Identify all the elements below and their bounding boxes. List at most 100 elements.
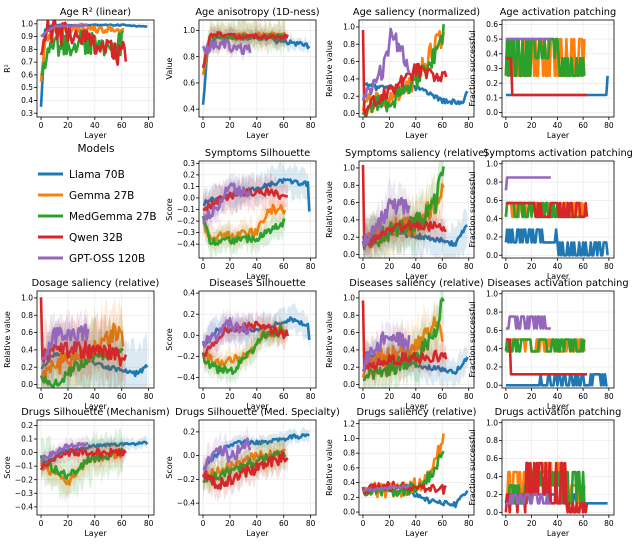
y-tick-label: 0.9 xyxy=(21,32,33,41)
x-tick-label: 40 xyxy=(252,121,262,130)
y-tick-label: −0.1 xyxy=(177,205,195,214)
y-tick-label: 0.4 xyxy=(21,345,33,354)
x-tick-label: 80 xyxy=(306,262,316,271)
series-line-llama-70b xyxy=(505,373,608,387)
series-line-gpt-oss-120b xyxy=(201,317,252,348)
subplot-title: Symptoms Silhouette xyxy=(205,148,310,159)
x-tick-label: 0 xyxy=(503,519,508,528)
x-axis-label: Layer xyxy=(84,529,107,538)
series-line-qwen-32b xyxy=(201,320,290,358)
y-tick-label: −0.2 xyxy=(177,217,195,226)
subplot-title: Dosage saliency (relative) xyxy=(32,278,160,289)
confidence-band-gpt-oss-120b xyxy=(41,434,89,469)
y-tick-label: 0.8 xyxy=(21,45,33,54)
x-tick-label: 0 xyxy=(361,392,366,401)
plot-area xyxy=(504,315,608,387)
series-line-gpt-oss-120b xyxy=(361,197,411,248)
x-tick-label: 40 xyxy=(411,392,421,401)
y-tick-label: 0.5 xyxy=(486,35,498,44)
confidence-band-gpt-oss-120b xyxy=(41,303,89,380)
x-tick-label: 0 xyxy=(201,392,206,401)
subplot-drugs-specialty: 0 20 40 60 80 −0.4 −0.2 0.0 0.2 Drugs Silhouette … xyxy=(165,407,340,538)
x-tick-label: 40 xyxy=(553,121,563,130)
series-line-qwen-32b xyxy=(201,30,289,69)
x-tick-label: 60 xyxy=(578,392,588,401)
y-tick-label: −0.2 xyxy=(177,475,195,484)
axes-frame xyxy=(36,290,155,389)
x-tick-label: 80 xyxy=(604,519,614,528)
y-tick-label: 0.0 xyxy=(486,381,498,390)
plot-area xyxy=(504,176,609,257)
axes-frame xyxy=(36,419,155,516)
x-axis-label: Layer xyxy=(246,131,269,140)
y-tick-label: 0.8 xyxy=(486,308,498,317)
y-tick-label: 0.8 xyxy=(343,311,355,320)
y-axis-label: Score xyxy=(3,456,12,478)
legend-entry: Qwen 32B xyxy=(69,232,123,244)
y-tick-label: −0.1 xyxy=(15,462,33,471)
x-tick-label: 60 xyxy=(117,121,127,130)
x-tick-label: 60 xyxy=(438,262,448,271)
x-tick-label: 20 xyxy=(527,519,537,528)
x-tick-label: 20 xyxy=(225,262,235,271)
series-line-gpt-oss-120b xyxy=(504,176,551,191)
x-tick-label: 0 xyxy=(201,262,206,271)
series-line-qwen-32b xyxy=(505,201,589,219)
x-tick-label: 0 xyxy=(39,519,44,528)
y-tick-label: 0.6 xyxy=(486,20,498,29)
subplot-title: Diseases saliency (relative) xyxy=(349,278,483,289)
y-tick-label: −0.2 xyxy=(177,352,195,361)
y-axis-label: Score xyxy=(165,198,174,220)
series-line-medgemma-27b xyxy=(201,215,286,246)
y-tick-label: 0.2 xyxy=(486,363,498,372)
series-line-medgemma-27b xyxy=(361,24,445,117)
x-axis-label: Layer xyxy=(246,402,269,411)
y-tick-label: 0.0 xyxy=(183,331,195,340)
y-tick-label: 0.8 xyxy=(183,52,195,61)
axes-frame xyxy=(358,160,475,259)
x-axis-label: Layer xyxy=(84,402,107,411)
y-tick-label: 0.0 xyxy=(486,251,498,260)
confidence-band-qwen-32b xyxy=(203,172,288,227)
y-tick-label: 0.2 xyxy=(183,170,195,179)
x-tick-label: 60 xyxy=(279,392,289,401)
series-line-llama-70b xyxy=(40,351,149,378)
series-line-qwen-32b xyxy=(201,450,289,490)
plot-area xyxy=(201,424,311,503)
subplot-symptoms-silhouette: 0 20 40 60 80 −0.4 −0.3 −0.2 −0.1 0.0 0.1 0.2 0.3 Sym… xyxy=(165,148,317,281)
x-tick-label: 0 xyxy=(361,519,366,528)
series-line-medgemma-27b xyxy=(202,450,287,484)
y-tick-label: 0.4 xyxy=(486,472,498,481)
y-tick-label: 0.0 xyxy=(183,451,195,460)
y-tick-label: 0.2 xyxy=(343,92,355,101)
x-tick-label: 40 xyxy=(411,262,421,271)
y-tick-label: 0.2 xyxy=(183,427,195,436)
series-line-llama-70b xyxy=(505,75,609,97)
x-tick-label: 20 xyxy=(527,262,537,271)
y-axis-label: Relative value xyxy=(3,311,12,368)
plot-area xyxy=(39,20,148,107)
subplot-title: Symptoms saliency (relative) xyxy=(345,148,488,159)
y-tick-label: 0.6 xyxy=(486,196,498,205)
y-tick-label: 0.2 xyxy=(486,490,498,499)
x-tick-label: 80 xyxy=(306,121,316,130)
series-line-gemma-27b xyxy=(201,324,287,368)
subplot-title: Age saliency (normalized) xyxy=(353,7,480,18)
y-tick-label: 0.6 xyxy=(486,454,498,463)
plot-area xyxy=(504,37,609,97)
y-tick-label: 0.6 xyxy=(486,326,498,335)
y-axis-label: Fraction successful xyxy=(468,430,477,506)
y-tick-label: −0.2 xyxy=(15,475,33,484)
x-tick-label: 80 xyxy=(306,392,316,401)
axes-frame xyxy=(501,419,615,516)
y-tick-label: 1.2 xyxy=(343,419,355,428)
x-tick-label: 0 xyxy=(39,392,44,401)
x-tick-label: 0 xyxy=(361,121,366,130)
x-tick-label: 40 xyxy=(252,519,262,528)
x-tick-label: 80 xyxy=(464,262,474,271)
subplot-drugs-mechanism: 0 20 40 60 80 −0.4 −0.3 −0.2 −0.1 0.0 0.1 0.2 Drugs … xyxy=(3,407,170,538)
y-axis-label: Fraction successful xyxy=(468,172,477,248)
x-tick-label: 40 xyxy=(411,121,421,130)
